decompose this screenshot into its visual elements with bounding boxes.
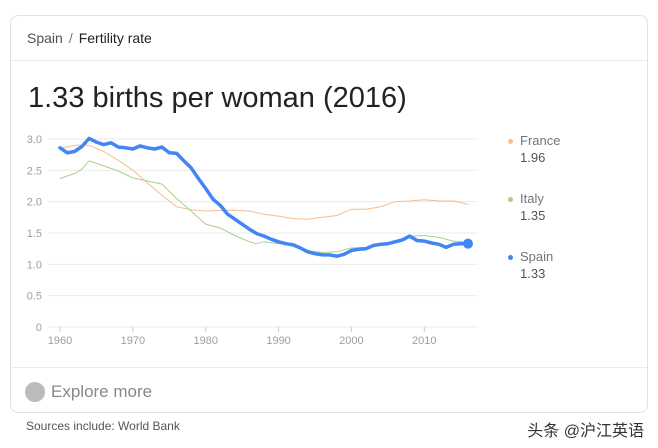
legend-dot: [508, 255, 513, 261]
knowledge-card: Spain / Fertility rate 1.33 births per wom…: [10, 15, 648, 413]
globe-icon: [25, 382, 45, 402]
sources-text: Sources include: World Bank: [26, 419, 180, 433]
breadcrumb-separator: /: [68, 30, 73, 46]
explore-more-label: Explore more: [51, 382, 153, 401]
page-title: 1.33 births per woman (2016): [28, 82, 407, 114]
breadcrumb: Spain / Fertility rate: [27, 30, 152, 46]
y-tick-label: 1.0: [27, 259, 42, 271]
legend-item-france[interactable]: France 1.96: [508, 132, 560, 166]
series-line-france: [59, 144, 469, 220]
divider: [11, 367, 647, 368]
legend-name: Italy: [520, 191, 544, 206]
watermark: 头条 @沪江英语: [527, 423, 644, 440]
legend-name: France: [520, 133, 561, 148]
legend-value: 1.33: [520, 266, 546, 281]
legend-name: Spain: [520, 249, 554, 264]
x-tick-label: 2000: [339, 335, 363, 347]
legend-item-spain[interactable]: Spain 1.33: [508, 248, 553, 282]
x-tick-label: 2010: [412, 335, 436, 347]
y-tick-label: 0.5: [27, 291, 42, 303]
x-tick-label: 1990: [266, 335, 290, 347]
legend-value: 1.35: [520, 208, 546, 223]
x-tick-label: 1970: [121, 335, 145, 347]
y-tick-label: 2.0: [27, 197, 42, 209]
legend-dot: [508, 139, 513, 145]
latest-point-marker: [463, 238, 473, 249]
x-tick-label: 1960: [48, 335, 72, 347]
explore-more-link[interactable]: Explore more: [25, 382, 152, 402]
breadcrumb-current: Fertility rate: [78, 30, 152, 46]
breadcrumb-parent[interactable]: Spain: [27, 30, 63, 46]
x-tick-label: 1980: [193, 335, 217, 347]
legend-dot: [508, 197, 513, 203]
divider: [11, 60, 647, 61]
series-line-spain: [58, 136, 470, 258]
legend-value: 1.96: [520, 150, 546, 165]
legend-item-italy[interactable]: Italy 1.35: [508, 190, 545, 224]
y-tick-label: 1.5: [27, 228, 42, 240]
y-tick-label: 2.5: [27, 165, 42, 177]
y-tick-label: 3.0: [27, 134, 42, 146]
y-tick-label: 0: [36, 322, 42, 334]
